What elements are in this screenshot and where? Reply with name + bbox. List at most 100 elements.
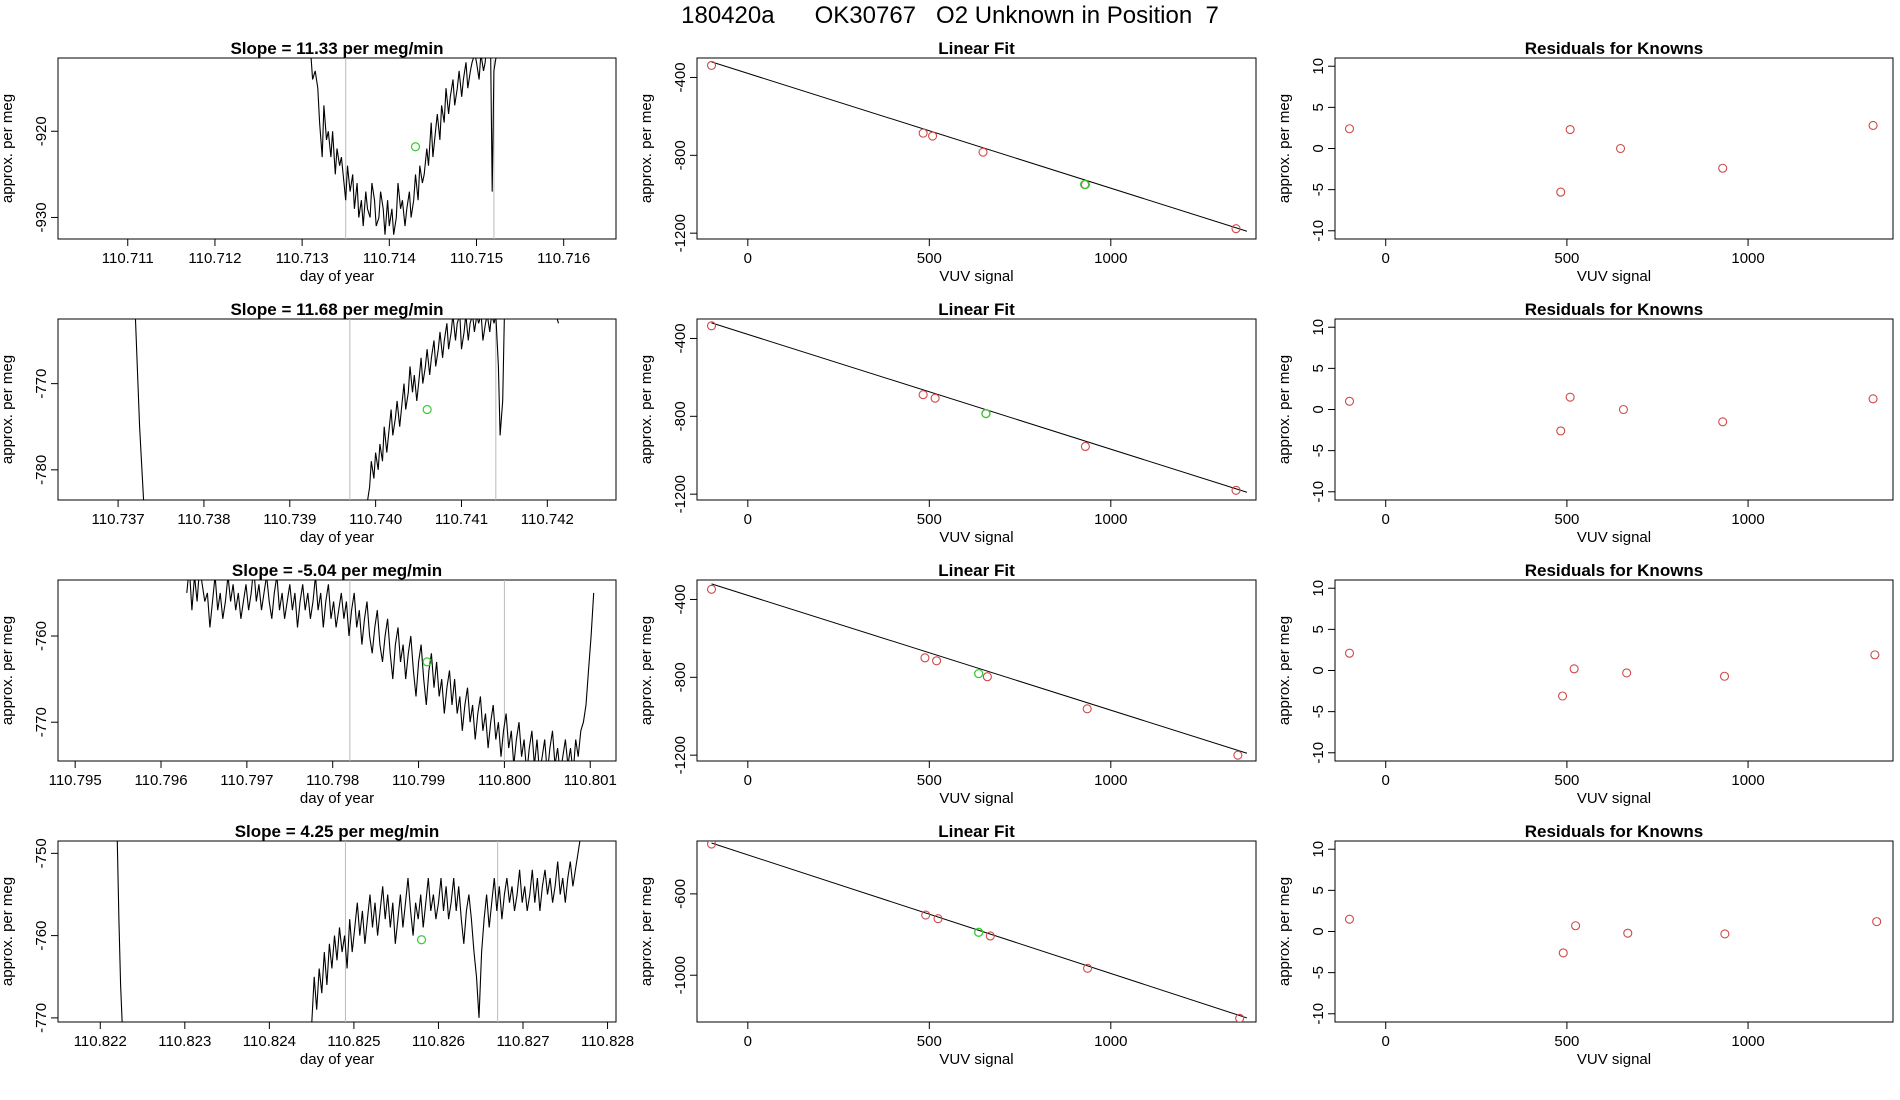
data-point [1569, 664, 1579, 674]
y-tick-label: -10 [1310, 742, 1327, 764]
y-tick-label: 0 [1310, 927, 1327, 935]
panel-3-1: Linear Fit 0 500 1000 -1000 -600 VUV signal app… [638, 822, 1257, 1068]
y-tick-label: 5 [1310, 625, 1327, 633]
data-point [706, 841, 717, 849]
data-point [978, 147, 988, 157]
data-point [1344, 396, 1355, 406]
fit-line [711, 583, 1248, 754]
x-tick-label: 1000 [1731, 511, 1764, 528]
data-point [982, 672, 992, 682]
x-tick-label: 110.825 [327, 1033, 380, 1050]
panel-title: Residuals for Knowns [1525, 822, 1704, 841]
plot-frame [57, 579, 617, 762]
panel-title: Linear Fit [938, 822, 1015, 841]
data-point [928, 131, 938, 141]
y-tick-label: 10 [1310, 580, 1327, 597]
panel-title: Slope = 4.25 per meg/min [235, 822, 440, 841]
y-tick-label: -5 [1310, 444, 1327, 457]
x-tick-label: 1000 [1094, 772, 1127, 789]
panel-title: Linear Fit [938, 561, 1015, 580]
x-tick-label: 110.713 [276, 250, 329, 267]
y-tick-label: -770 [33, 1003, 50, 1033]
plot-frame [1334, 579, 1894, 762]
run-id: 180420a [681, 2, 775, 29]
time-series-line [134, 319, 560, 500]
x-tick-label: 500 [1554, 772, 1579, 789]
x-tick-label: 0 [1382, 1033, 1390, 1050]
x-axis-label: VUV signal [939, 529, 1013, 546]
y-axis-label: approx. per meg [0, 94, 16, 203]
data-point [1557, 691, 1568, 701]
x-tick-label: 110.741 [435, 511, 488, 528]
y-tick-label: -10 [1310, 481, 1327, 503]
plot-frame [696, 840, 1257, 1023]
plot-frame [57, 57, 617, 240]
data-point [918, 128, 928, 138]
x-axis-label: day of year [300, 268, 374, 285]
x-axis-label: VUV signal [1577, 268, 1651, 285]
data-point [1083, 963, 1093, 973]
plot-frame [57, 840, 617, 1023]
plot-frame [696, 318, 1257, 501]
x-tick-label: 110.798 [306, 772, 359, 789]
data-point [1344, 914, 1355, 924]
x-axis-label: day of year [300, 529, 374, 546]
x-tick-label: 500 [1554, 250, 1579, 267]
panel-1-2: Residuals for Knowns 0 500 1000 -10 -5 0 5 10 VUV… [1276, 300, 1894, 546]
y-tick-label: -400 [672, 62, 689, 92]
plot-frame [57, 318, 617, 501]
panel-title: Residuals for Knowns [1525, 300, 1704, 319]
y-axis-label: approx. per meg [1276, 616, 1293, 725]
position-label: O2 Unknown in Position 7 [936, 2, 1219, 29]
panel-0-1: Linear Fit 0 500 1000 -1200 -800 -400 VUV signa… [638, 39, 1257, 285]
y-tick-label: -1200 [672, 214, 689, 252]
x-tick-label: 110.826 [412, 1033, 465, 1050]
y-tick-label: -1200 [672, 475, 689, 513]
y-axis-label: approx. per meg [0, 616, 16, 725]
figure-title: 180420a OK30767 O2 Unknown in Position 7 [0, 2, 1900, 30]
x-tick-label: 110.737 [92, 511, 145, 528]
fit-line [711, 842, 1248, 1019]
data-point [1618, 404, 1628, 415]
x-tick-label: 110.799 [392, 772, 445, 789]
y-tick-label: -780 [33, 455, 50, 485]
y-tick-label: -800 [672, 662, 689, 692]
mean-value-point [410, 142, 421, 152]
panel-title: Residuals for Knowns [1525, 39, 1704, 58]
x-axis-label: day of year [300, 1051, 374, 1068]
x-tick-label: 500 [917, 511, 942, 528]
y-tick-label: 0 [1310, 666, 1327, 674]
y-tick-label: -400 [672, 584, 689, 614]
y-tick-label: -930 [33, 202, 50, 232]
x-tick-label: 110.742 [521, 511, 574, 528]
data-point [1870, 650, 1880, 660]
y-tick-label: 0 [1310, 405, 1327, 413]
x-tick-label: 110.715 [450, 250, 503, 267]
data-point [1565, 125, 1575, 135]
data-point [1868, 120, 1878, 131]
x-tick-label: 500 [917, 772, 942, 789]
y-tick-label: -5 [1310, 966, 1327, 979]
y-tick-label: -10 [1310, 220, 1327, 242]
x-tick-label: 0 [1382, 250, 1390, 267]
y-tick-label: -1200 [672, 736, 689, 774]
panel-title: Slope = -5.04 per meg/min [232, 561, 442, 580]
x-tick-label: 0 [744, 511, 752, 528]
data-point [1556, 187, 1566, 197]
data-point [1718, 417, 1728, 427]
x-axis-label: VUV signal [939, 268, 1013, 285]
data-point [706, 60, 717, 70]
plot-frame [696, 57, 1257, 240]
x-tick-label: 110.716 [537, 250, 590, 267]
plot-frame [696, 579, 1257, 762]
data-point [1623, 928, 1633, 938]
panel-title: Slope = 11.33 per meg/min [230, 39, 443, 58]
y-tick-label: -770 [33, 369, 50, 399]
x-tick-label: 1000 [1731, 1033, 1764, 1050]
y-axis-label: approx. per meg [1276, 877, 1293, 986]
data-point [1719, 671, 1730, 681]
y-tick-label: -10 [1310, 1003, 1327, 1025]
data-point [985, 931, 995, 941]
plot-area [1344, 648, 1880, 701]
data-point [1231, 224, 1241, 234]
